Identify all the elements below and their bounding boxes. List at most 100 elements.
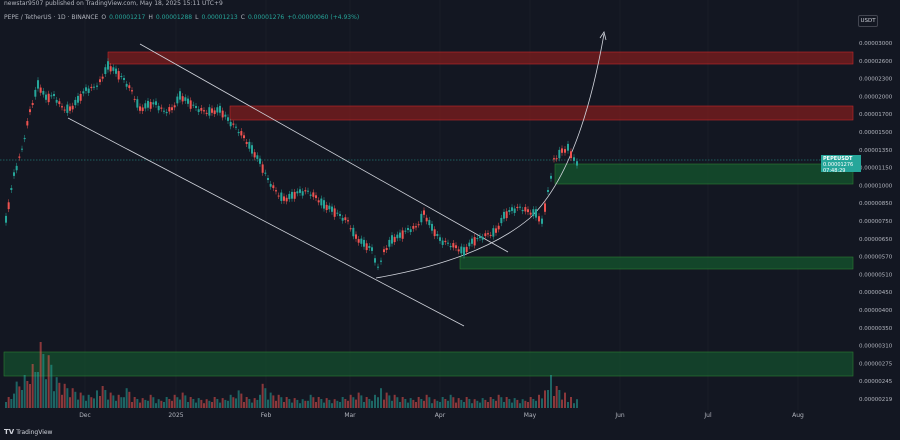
candle-body [497, 225, 500, 230]
candle-body [468, 242, 471, 247]
volume-bar [339, 402, 341, 408]
candle-body [50, 95, 53, 97]
price-axis[interactable]: 0.00003000 0.00002600 0.00002300 0.00002000… [859, 41, 893, 403]
volume-bar [205, 399, 208, 408]
candle-body [425, 217, 428, 222]
volume-bar [365, 397, 368, 408]
candle-body [433, 229, 436, 237]
candle-body [136, 99, 139, 108]
candle-body [90, 86, 93, 89]
candle-body [312, 192, 315, 197]
volume-bar [441, 397, 444, 408]
candle-body [396, 234, 399, 239]
candle-body [187, 98, 189, 104]
volume-bar [519, 403, 521, 408]
close-value: 0.00001276 [247, 14, 285, 21]
volume-bar [96, 390, 98, 408]
candle-body [99, 79, 101, 83]
candle-body [272, 185, 275, 189]
volume-bar [315, 402, 317, 408]
support-zone-lower [3, 351, 854, 377]
volume-bar [428, 397, 431, 408]
volume-bar [425, 394, 428, 408]
time-tick-label: Apr [435, 412, 446, 419]
volume-bar [61, 394, 63, 408]
high-label: H [148, 14, 153, 21]
support-zone-upper [554, 163, 854, 185]
descending-channel [67, 43, 509, 327]
candle-body [487, 233, 489, 235]
candle-body [259, 158, 261, 164]
candle-body [409, 229, 412, 233]
candle-body [171, 107, 173, 111]
volume-bar [576, 399, 578, 408]
volume-bar [368, 399, 371, 408]
candle-body [285, 197, 288, 202]
candle-body [34, 89, 37, 97]
candle-body [163, 110, 165, 112]
currency-badge[interactable]: USDT [858, 15, 878, 27]
volume-bar [455, 402, 457, 408]
volume-bar [468, 399, 471, 408]
candle-body [473, 237, 476, 246]
change-value: +0.00000060 (+4.93%) [287, 14, 360, 21]
candle-body [29, 109, 31, 113]
candle-body [360, 238, 363, 244]
volume-bar [104, 390, 107, 408]
volume-bar [288, 399, 291, 408]
volume-bar [272, 395, 275, 408]
open-value: 0.00001217 [109, 14, 146, 21]
volume-bar [45, 379, 47, 408]
candle-body [55, 99, 58, 103]
symbol-name[interactable]: PEPE / TetherUS · 1D · BINANCE [4, 14, 99, 21]
candle-body [269, 183, 272, 187]
candle-body [179, 91, 181, 100]
candle-body [291, 191, 293, 199]
low-label: L [195, 14, 199, 21]
volume-bar [99, 396, 101, 408]
time-axis[interactable]: Dec 2025 Feb Mar Apr May Jun Jul Aug [79, 412, 804, 419]
candle-body [224, 114, 227, 117]
volume-bar [93, 398, 95, 408]
volume-bar [412, 399, 415, 408]
volume-bar [463, 402, 465, 408]
volume-bar [524, 400, 527, 408]
resistance-zone-lower [229, 105, 854, 121]
candle-body [133, 98, 136, 100]
candle-body [511, 207, 513, 211]
volume-bar [18, 386, 21, 408]
volume-bar [293, 398, 296, 408]
resistance-zone-upper [107, 51, 854, 65]
price-tick-label: 0.00000570 [859, 255, 893, 261]
volume-bar [341, 397, 344, 408]
candle-body [529, 212, 532, 215]
candle-body [277, 195, 280, 197]
price-tick-label: 0.00000350 [859, 326, 893, 332]
time-tick-label: Mar [344, 412, 356, 419]
candle-body [558, 149, 561, 159]
volume-bar [296, 399, 299, 408]
candle-body [564, 149, 566, 153]
candle-body [399, 232, 401, 238]
volume-bar [471, 403, 473, 408]
volume-bar [42, 354, 45, 408]
candle-body [85, 87, 87, 91]
candle-body [423, 210, 425, 215]
candle-body [333, 208, 336, 217]
volume-bar [452, 397, 455, 408]
volume-bar [160, 400, 163, 408]
price-tick-label: 0.00000245 [859, 379, 893, 385]
time-tick-label: Jun [614, 412, 625, 419]
arrow-head-icon [599, 31, 607, 41]
candle-body [23, 137, 26, 140]
candle-body [481, 236, 484, 240]
candle-body [393, 236, 396, 243]
footer-brand[interactable]: TV TradingView [4, 428, 52, 436]
volume-bar [347, 400, 349, 408]
volume-bar [541, 398, 543, 408]
volume-bar [415, 402, 417, 408]
candle-body [380, 260, 382, 262]
candle-body [541, 218, 543, 224]
volume-bar [349, 394, 352, 408]
